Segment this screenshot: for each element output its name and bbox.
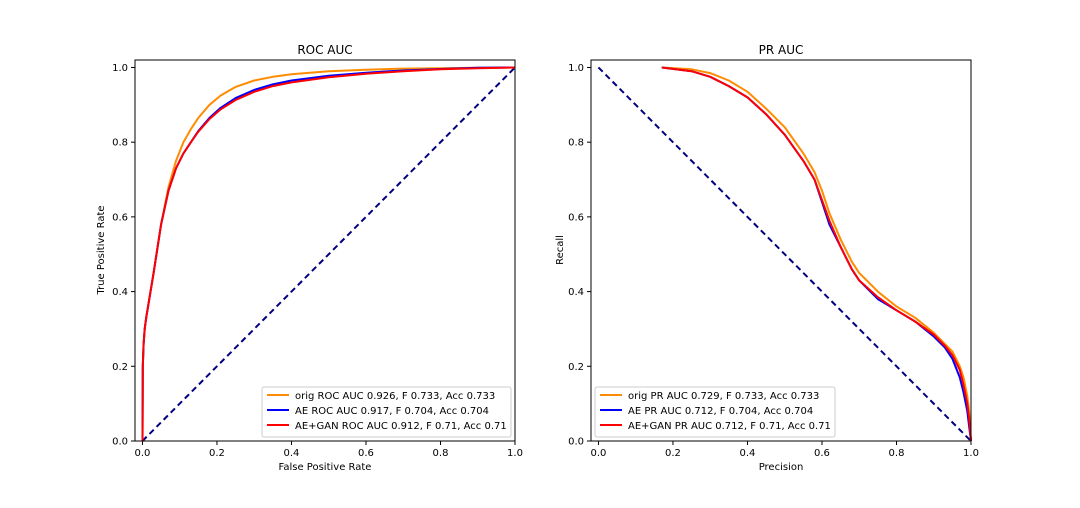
pr-curve-orig [661,66,972,442]
roc-legend-label-orig: orig ROC AUC 0.926, F 0.733, Acc 0.733 [295,391,495,402]
pr-legend-label-aegan: AE+GAN PR AUC 0.712, F 0.71, Acc 0.71 [628,421,831,432]
roc-y-tick-label: 0.8 [112,138,128,149]
pr-y-tick-label: 1.0 [568,63,584,74]
pr-reference-diagonal [597,66,972,442]
roc-x-tick-label: 0.4 [284,448,300,459]
pr-y-tick-label: 0.6 [568,212,584,223]
roc-x-tick-label: 0.6 [358,448,374,459]
pr-x-tick-label: 0.2 [665,448,681,459]
roc-panel: ROC AUC 0.0 0.2 0.4 0.6 0.8 1.00.00.20.40.60.… [96,43,523,473]
pr-legend: orig PR AUC 0.729, F 0.733, Acc 0.733 AE… [594,386,836,438]
roc-y-tick-label: 0.6 [112,212,128,223]
pr-panel: PR AUC 0.0 0.2 0.4 0.6 0.8 1.0 0.0 0.2 0.4 0.6 0.8… [555,43,979,473]
roc-ticks: 0.0 0.2 0.4 0.6 0.8 1.0 0.0 0.2 0.4 0.6 0.8 1.0 [112,63,523,459]
pr-ticks: 0.0 0.2 0.4 0.6 0.8 1.0 0.0 0.2 0.4 0.6 0.8 1.0 [568,63,979,459]
roc-y-axis-label: True Positive Rate [96,205,107,295]
pr-y-tick-label: 0.0 [568,437,584,448]
roc-curve-aegan [141,66,516,442]
pr-x-tick-label: 0.8 [889,448,905,459]
roc-plot-frame [134,59,516,442]
roc-y-tick-label: 1.0 [112,63,128,74]
roc-x-tick-label: 0.8 [433,448,449,459]
roc-curves [141,66,516,442]
pr-y-tick-label: 0.2 [568,362,584,373]
pr-legend-box [594,386,836,438]
pr-curves [597,66,972,442]
pr-x-tick-label: 0.6 [814,448,830,459]
roc-legend-box [261,386,512,438]
roc-reference-diagonal [141,66,516,442]
roc-x-tick-label: 1.0 [507,448,523,459]
roc-y-tick-label: 0.4 [112,287,128,298]
roc-x-tick-label: 0.0 [134,448,150,459]
pr-y-tick-label: 0.8 [568,138,584,149]
pr-x-axis-label: Precision [759,462,804,473]
pr-plot-frame [590,59,972,442]
pr-y-axis-label: Recall [555,235,566,265]
roc-x-axis-label: False Positive Rate [279,462,372,473]
pr-legend-label-orig: orig PR AUC 0.729, F 0.733, Acc 0.733 [628,391,819,402]
pr-title: PR AUC [759,43,804,57]
roc-y-tick-label: 0.2 [112,362,128,373]
roc-x-tick-label: 0.2 [209,448,225,459]
pr-x-tick-label: 0.4 [740,448,756,459]
roc-legend-label-aegan: AE+GAN ROC AUC 0.912, F 0.71, Acc 0.71 [295,421,507,432]
roc-title: ROC AUC [297,43,352,57]
pr-x-tick-label: 0.0 [590,448,606,459]
pr-legend-label-ae: AE PR AUC 0.712, F 0.704, Acc 0.704 [628,406,813,417]
pr-y-tick-label: 0.4 [568,287,584,298]
pr-x-tick-label: 1.0 [963,448,979,459]
roc-y-tick-label: 0.0 [112,437,128,448]
pr-curve-aegan [661,66,972,442]
roc-legend: orig ROC AUC 0.926, F 0.733, Acc 0.733 A… [261,386,512,438]
roc-legend-label-ae: AE ROC AUC 0.917, F 0.704, Acc 0.704 [295,406,489,417]
